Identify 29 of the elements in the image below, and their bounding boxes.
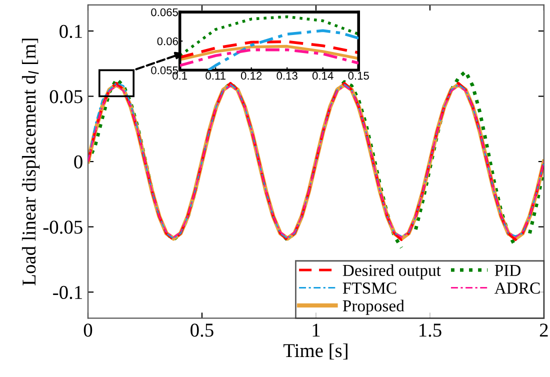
x-tick-label: 0.15 [348, 72, 369, 80]
y-axis-title: Load linear displacement d$_{l}$ [m] [22, 38, 40, 286]
x-tick-label: 0.14 [312, 72, 334, 80]
x-tick-label: 0.5 [190, 324, 214, 337]
y-tick-label: 0.1 [60, 24, 82, 38]
x-tick-label: 0.13 [276, 72, 298, 80]
x-tick-label: 0.12 [240, 72, 262, 80]
line-series [180, 44, 359, 62]
x-tick-label: 1 [312, 324, 320, 337]
legend-label: FTSMC [342, 282, 396, 294]
y-tick-label: -0.05 [43, 220, 82, 234]
x-tick-label: 2 [540, 324, 548, 337]
x-tick-label: 0 [84, 324, 92, 337]
x-axis-title: Time [s] [283, 343, 348, 360]
legend-label: Desired output [342, 264, 441, 280]
y-tick-label: -0.1 [53, 286, 82, 300]
line-series [180, 48, 359, 67]
y-tick-label: 0.06 [157, 37, 178, 46]
line-series [207, 29, 359, 70]
legend-label: PID [494, 264, 520, 276]
y-tick-label: 0.05 [50, 90, 82, 104]
line-series [180, 15, 359, 57]
y-tick-label: 0.065 [151, 8, 178, 16]
x-tick-label: 0.11 [206, 72, 226, 80]
legend-label: ADRC [494, 282, 540, 294]
x-tick-label: 1.5 [420, 324, 442, 337]
legend-label: Proposed [342, 300, 404, 315]
y-tick-label: 0 [74, 155, 82, 168]
line-series [180, 40, 359, 59]
